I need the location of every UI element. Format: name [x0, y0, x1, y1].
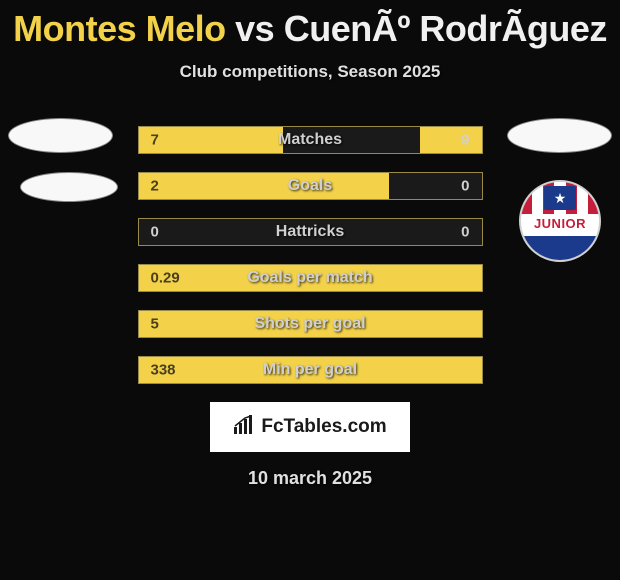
- stat-value-left: 2: [151, 178, 159, 195]
- stat-value-left: 338: [151, 362, 176, 379]
- stat-value-right: 0: [461, 224, 469, 241]
- stat-label: Goals per match: [247, 269, 372, 287]
- stat-value-left: 0: [151, 224, 159, 241]
- stat-row: Matches 7 9: [138, 126, 483, 154]
- player-right-name: CuenÃº RodrÃ­guez: [284, 8, 607, 49]
- source-logo: FcTables.com: [210, 402, 410, 452]
- stat-row: Goals per match 0.29: [138, 264, 483, 292]
- stat-label: Min per goal: [263, 361, 357, 379]
- stat-value-left: 5: [151, 316, 159, 333]
- stats-area: Matches 7 9 Goals 2 0 Hattricks 0 0 Goals per mat…: [0, 126, 620, 384]
- stat-row: Hattricks 0 0: [138, 218, 483, 246]
- vs-separator: vs: [235, 8, 274, 49]
- stat-label: Hattricks: [276, 223, 344, 241]
- subtitle: Club competitions, Season 2025: [0, 62, 620, 82]
- stat-row: Goals 2 0: [138, 172, 483, 200]
- player-left-name: Montes Melo: [13, 8, 226, 49]
- page-title: Montes Melo vs CuenÃº RodrÃ­guez: [0, 0, 620, 50]
- date-label: 10 march 2025: [0, 468, 620, 489]
- stat-label: Matches: [278, 131, 342, 149]
- stat-bar-left: [139, 173, 389, 199]
- logo-text: FcTables.com: [261, 416, 386, 438]
- stat-value-right: 9: [461, 132, 469, 149]
- stat-value-left: 7: [151, 132, 159, 149]
- stat-bar-left: [139, 127, 283, 153]
- stat-label: Goals: [288, 177, 332, 195]
- stat-label: Shots per goal: [254, 315, 365, 333]
- stat-row: Shots per goal 5: [138, 310, 483, 338]
- stat-row: Min per goal 338: [138, 356, 483, 384]
- stat-value-left: 0.29: [151, 270, 180, 287]
- comparison-card: Montes Melo vs CuenÃº RodrÃ­guez Club co…: [0, 0, 620, 580]
- chart-icon: [233, 415, 255, 440]
- stat-bar-right: [420, 127, 482, 153]
- stat-value-right: 0: [461, 178, 469, 195]
